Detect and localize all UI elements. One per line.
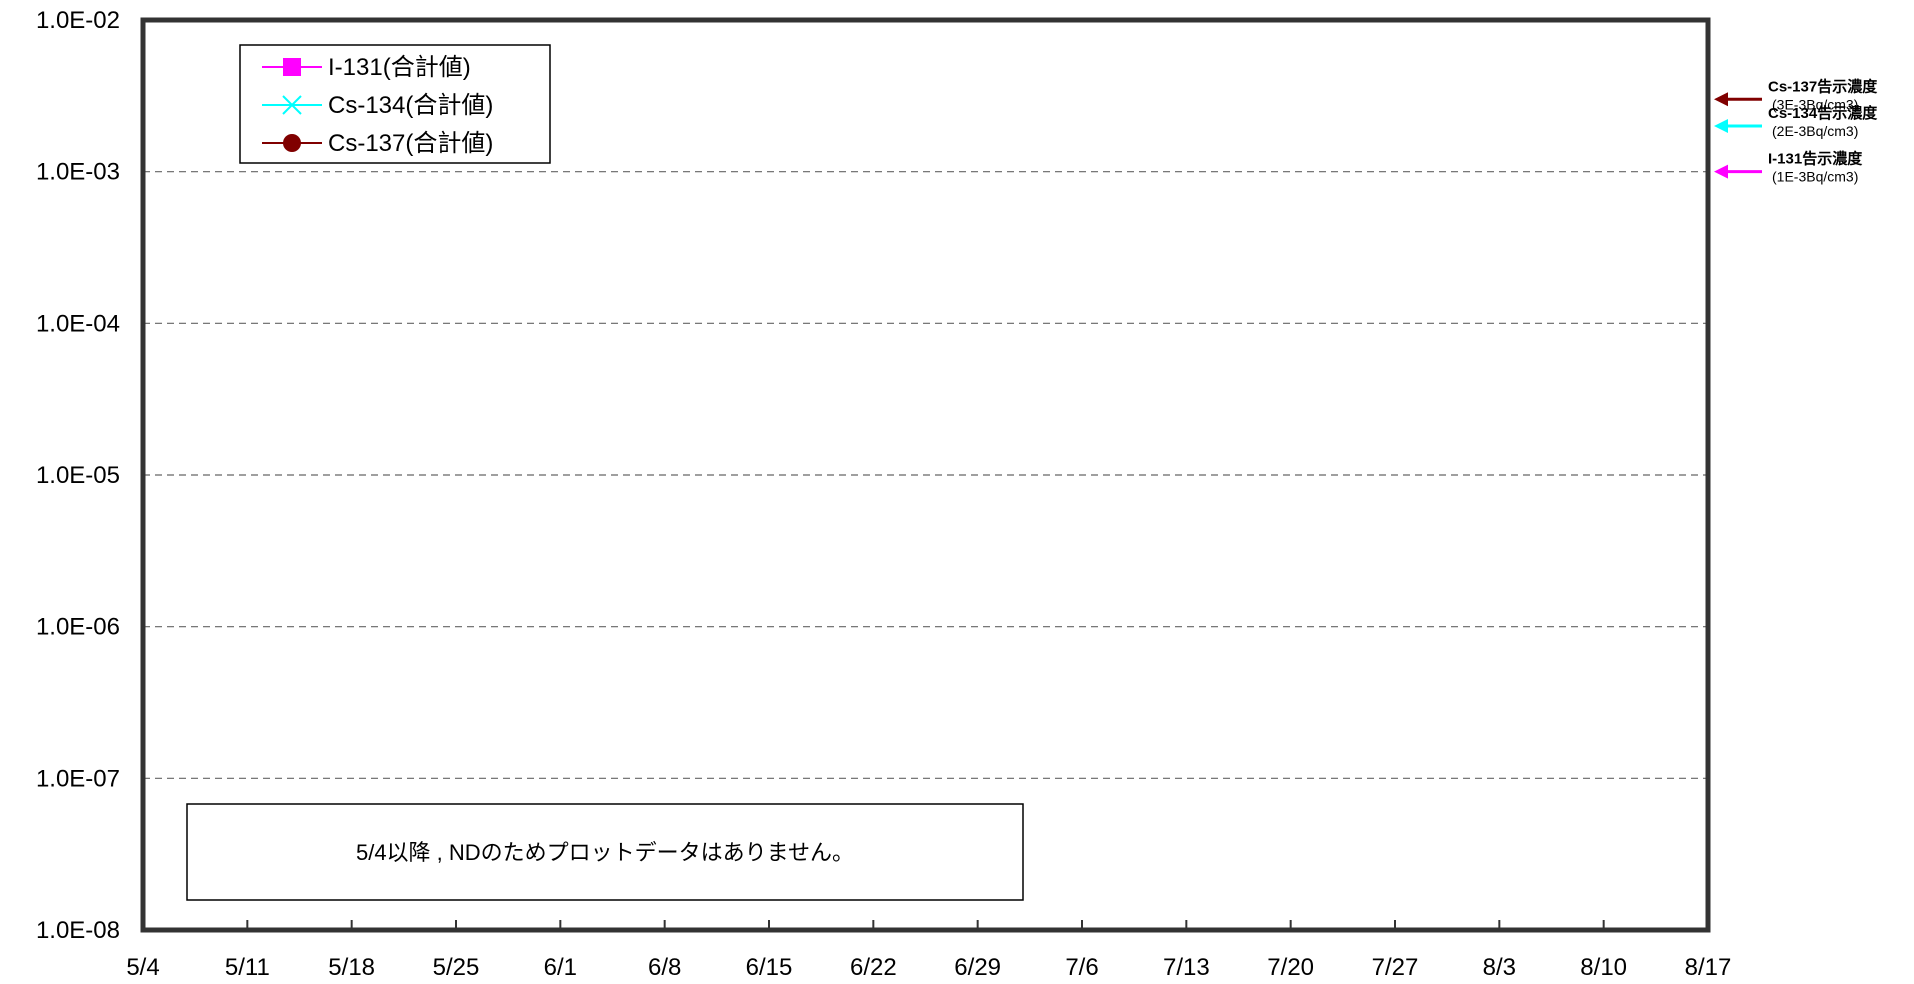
arrowhead-icon [1714,92,1728,107]
plot-area [140,17,1711,933]
x-tick-label: 6/15 [746,954,793,981]
x-tick-label: 8/3 [1483,954,1516,981]
arrowhead-icon [1714,119,1728,134]
x-tick-label: 7/6 [1065,954,1098,981]
square-marker-icon [283,58,301,76]
x-tick-label: 7/20 [1267,954,1314,981]
x-tick-label: 6/22 [850,954,897,981]
y-tick-label: 1.0E-03 [36,159,120,186]
reference-sublabel: (1E-3Bq/cm3) [1772,169,1858,185]
x-tick-label: 5/4 [126,954,159,981]
x-tick-label: 8/17 [1685,954,1732,981]
reference-label: Cs-134告示濃度 [1768,104,1878,122]
annotation-box: 5/4以降 , NDのためプロットデータはありません。 [186,803,1024,901]
legend-item: Cs-137(合計値) [262,130,493,157]
x-tick-label: 7/13 [1163,954,1210,981]
reference-label: Cs-137告示濃度 [1768,77,1878,95]
x-tick-label: 5/25 [433,954,480,981]
y-tick-label: 1.0E-07 [36,765,120,792]
y-axis: 1.0E-02 1.0E-03 1.0E-04 1.0E-05 1.0E-06 1.0E-… [36,7,120,944]
legend-item: I-131(合計値) [262,54,471,81]
x-tick-label: 6/8 [648,954,681,981]
reference-label: I-131告示濃度 [1768,150,1863,168]
gridlines [143,171,1708,779]
reference-line-marker: I-131告示濃度(1E-3Bq/cm3) [1714,150,1863,185]
legend-label: Cs-137(合計値) [328,130,493,157]
reference-line-marker: Cs-137告示濃度(3E-3Bq/cm3) [1714,77,1878,112]
x-tick-label: 7/27 [1372,954,1419,981]
annotation-frame [186,803,1024,901]
y-tick-label: 1.0E-05 [36,462,120,489]
x-tick-label: 5/11 [225,954,270,981]
arrowhead-icon [1714,164,1728,179]
y-tick-label: 1.0E-02 [36,7,120,34]
x-axis: 5/4 5/11 5/18 5/25 6/1 6/8 6/15 6/22 6/29 7/6 7/13… [126,920,1731,981]
annotation-text: 5/4以降 , NDのためプロットデータはありません。 [356,840,854,865]
x-tick-label: 6/1 [544,954,577,981]
reference-line-marker: Cs-134告示濃度(2E-3Bq/cm3) [1714,104,1878,139]
x-marker-icon [282,95,302,115]
legend-item: Cs-134(合計値) [262,92,493,119]
x-tick-label: 8/10 [1580,954,1627,981]
y-tick-label: 1.0E-06 [36,614,120,641]
legend-label: I-131(合計値) [328,54,471,81]
reference-markers: Cs-137告示濃度(3E-3Bq/cm3)Cs-134告示濃度(2E-3Bq/… [1714,77,1878,185]
y-tick-label: 1.0E-08 [36,917,120,944]
y-tick-label: 1.0E-04 [36,310,120,337]
reference-sublabel: (2E-3Bq/cm3) [1772,123,1858,139]
x-tick-label: 6/29 [954,954,1001,981]
legend-label: Cs-134(合計値) [328,92,493,119]
circle-marker-icon [283,134,301,152]
legend: I-131(合計値) Cs-134(合計値) Cs-137(合計値) [239,44,551,164]
reference-sublabel: (3E-3Bq/cm3) [1772,96,1858,112]
x-tick-label: 5/18 [328,954,375,981]
